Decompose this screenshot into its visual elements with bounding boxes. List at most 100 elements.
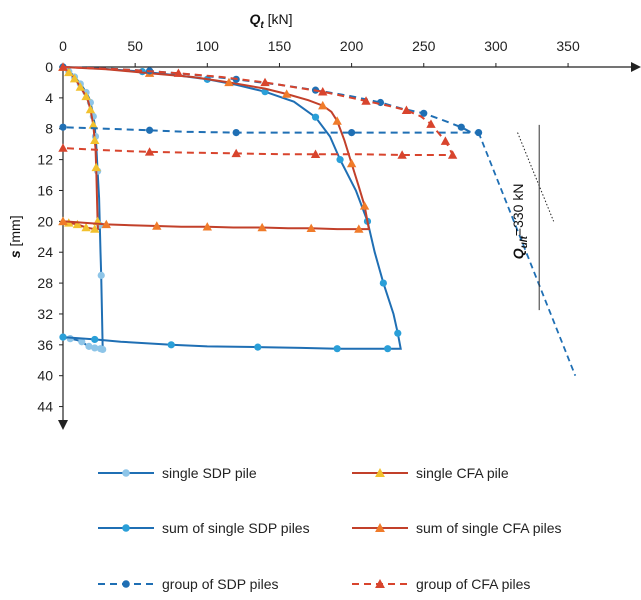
- data-point: [152, 221, 162, 230]
- x-axis-title-unit: [kN]: [264, 11, 293, 27]
- data-point: [474, 128, 483, 137]
- data-point: [85, 342, 93, 350]
- data-point: [348, 128, 356, 137]
- x-tick-label: 50: [127, 38, 143, 54]
- y-tick-label: 20: [37, 213, 53, 229]
- y-tick-label: 40: [37, 368, 53, 384]
- data-point: [333, 345, 341, 353]
- x-axis-title-main: Q: [250, 11, 261, 27]
- data-point: [202, 222, 212, 231]
- y-tick-label: 24: [37, 244, 53, 260]
- legend-item: sum of single SDP piles: [98, 520, 310, 536]
- data-point: [81, 91, 91, 101]
- data-point: [90, 224, 100, 233]
- legend-item: group of SDP piles: [98, 576, 278, 592]
- data-point: [96, 345, 105, 353]
- data-point: [426, 119, 436, 128]
- x-tick-label: 0: [59, 38, 67, 54]
- data-point: [376, 98, 385, 107]
- data-point: [346, 158, 357, 168]
- legend-label: single SDP pile: [162, 465, 257, 481]
- x-tick-label: 350: [556, 38, 580, 54]
- qult-annotation: Qult=330 kN: [510, 124, 540, 311]
- legend-marker: [375, 579, 385, 588]
- legend-label: group of SDP piles: [162, 576, 278, 592]
- series-line: [62, 66, 479, 134]
- series-line: [62, 66, 371, 231]
- data-point: [90, 135, 100, 145]
- legend-label: single CFA pile: [416, 465, 509, 481]
- series-single-sdp-pile: [59, 63, 107, 354]
- data-point: [384, 345, 392, 353]
- x-tick-label: 200: [340, 38, 364, 54]
- data-point: [306, 223, 316, 233]
- data-point: [440, 136, 451, 145]
- data-point: [224, 77, 234, 87]
- data-point: [78, 338, 86, 346]
- y-tick-label: 32: [37, 306, 53, 322]
- series: [58, 62, 483, 354]
- data-point: [254, 343, 262, 351]
- data-point: [394, 329, 402, 337]
- data-point: [401, 105, 412, 114]
- legend-marker: [122, 469, 130, 477]
- data-point: [59, 333, 67, 341]
- x-tick-label: 250: [412, 38, 436, 54]
- tick-labels: 0 50 100 150 200 250 300 350 0 4 8 12 16 20 24 28 32 36 40…: [37, 38, 580, 415]
- data-point: [359, 201, 370, 210]
- qult-label-rest: =330 kN: [510, 184, 526, 237]
- y-axis-arrow: [58, 420, 68, 430]
- series-sum-of-single-cfa-piles: [58, 62, 371, 233]
- data-point: [231, 148, 241, 158]
- legend-marker: [375, 523, 385, 532]
- data-point: [85, 104, 96, 114]
- data-point: [72, 219, 83, 229]
- data-point: [173, 68, 184, 77]
- data-point: [91, 162, 101, 172]
- data-point: [361, 96, 371, 105]
- data-point: [332, 116, 342, 125]
- qult-label: Qult=330 kN: [510, 184, 530, 260]
- data-point: [260, 77, 270, 87]
- y-tick-label: 12: [37, 152, 53, 168]
- series-group-of-sdp-piles: [59, 63, 483, 137]
- data-point: [457, 123, 465, 131]
- qult-label-sub: ult: [519, 235, 530, 248]
- data-point: [75, 82, 85, 91]
- legend-marker: [122, 580, 130, 588]
- data-point: [447, 150, 458, 159]
- data-point: [311, 113, 320, 121]
- data-point: [58, 143, 68, 152]
- x-tick-label: 100: [196, 38, 220, 54]
- data-point: [354, 224, 364, 233]
- data-point: [281, 89, 292, 98]
- legend-item: sum of single CFA piles: [352, 520, 562, 536]
- legend: single SDP pile single CFA pile sum of sin…: [98, 465, 562, 592]
- series-group-of-cfa-piles: [58, 62, 458, 159]
- legend-label: sum of single SDP piles: [162, 520, 310, 536]
- y-tick-label: 4: [45, 90, 53, 106]
- data-point: [257, 222, 267, 232]
- x-axis-title-sub: t: [260, 20, 264, 31]
- data-point: [58, 216, 68, 226]
- data-point: [58, 62, 68, 71]
- data-point: [81, 222, 91, 232]
- data-point: [97, 271, 105, 279]
- y-tick-label: 0: [45, 59, 53, 75]
- data-point: [420, 109, 428, 117]
- data-point: [91, 344, 99, 352]
- y-axis-title: s [mm]: [7, 215, 23, 258]
- y-axis-title-unit: [mm]: [7, 215, 23, 250]
- y-tick-label: 8: [45, 121, 53, 137]
- data-point: [145, 126, 154, 134]
- data-point: [318, 87, 328, 96]
- y-tick-label: 44: [37, 399, 53, 415]
- legend-label: sum of single CFA piles: [416, 520, 562, 536]
- y-tick-label: 28: [37, 275, 53, 291]
- data-point: [318, 100, 328, 110]
- series-sum-of-single-sdp-piles: [59, 63, 402, 353]
- series-line: [62, 66, 402, 350]
- series-line: [62, 66, 455, 156]
- x-tick-label: 150: [268, 38, 292, 54]
- data-point: [232, 128, 240, 137]
